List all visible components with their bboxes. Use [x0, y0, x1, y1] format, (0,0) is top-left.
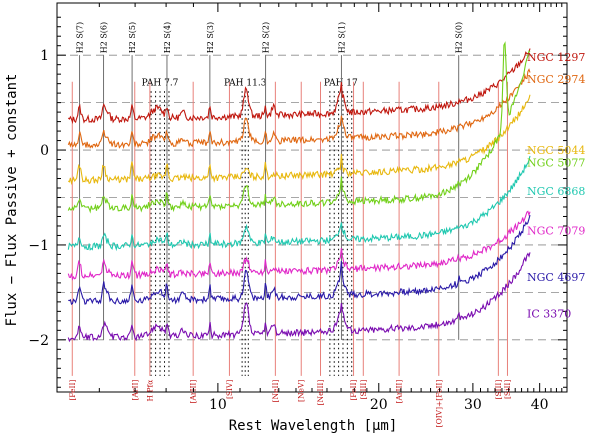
h2-line-label: H2 S(4) [163, 22, 172, 53]
x-tick-label: 30 [464, 397, 482, 413]
h2-line-label: H2 S(6) [100, 22, 109, 53]
y-axis-label: Flux − Flux Passive + constant [4, 74, 20, 327]
pah-band-label: PAH 7.7 [142, 79, 179, 89]
legend-label: NGC 7079 [527, 225, 585, 238]
x-tick-label: 20 [370, 397, 388, 413]
legend-label: NGC 2974 [527, 73, 585, 86]
y-tick-label: −1 [28, 238, 49, 254]
ion-line-label: [FeII] [68, 380, 77, 401]
legend-label: NGC 4697 [527, 271, 585, 284]
ion-line-label: [NeV] [297, 380, 306, 402]
spectrum-line [68, 252, 530, 341]
y-tick-label: 0 [40, 143, 49, 159]
legend-label: NGC 5044 [527, 144, 585, 157]
h2-line-label: H2 S(3) [206, 22, 215, 53]
x-tick-label: 10 [209, 397, 227, 413]
spectrum-line [68, 43, 530, 211]
spectrum-line [68, 95, 530, 184]
ion-line-label: [NeIII] [316, 380, 325, 406]
spectra-series [68, 43, 530, 341]
x-tick-label: 40 [531, 397, 549, 413]
spectrum-line [68, 70, 530, 148]
y-tick-label: −2 [28, 333, 49, 349]
ion-line-label: [ArIII] [395, 380, 404, 404]
legend-label: NGC 1297 [527, 51, 585, 64]
h2-line-label: H2 S(7) [76, 22, 85, 53]
legend-label: IC 3370 [527, 307, 571, 320]
ion-line-label: [OIV]+[FeII] [434, 380, 443, 428]
ion-line-label: [FeII] [349, 380, 358, 401]
spectrum-line [68, 49, 530, 123]
legend-label: NGC 6868 [527, 185, 585, 198]
h2-line-label: H2 S(2) [262, 22, 271, 53]
h2-line-label: H2 S(0) [455, 22, 464, 53]
ion-line-label: H Pfα [145, 380, 154, 402]
x-axis-label: Rest Wavelength [µm] [229, 418, 398, 434]
ion-line-label: [SiII] [503, 380, 512, 399]
h2-line-label: H2 S(1) [337, 22, 346, 53]
h2-line-label: H2 S(5) [128, 22, 137, 53]
y-tick-label: 1 [40, 48, 49, 64]
spectra-chart: [FeII][ArII]H Pfα[ArIII][SIV][NeII][NeV]… [0, 0, 600, 437]
legend-label: NGC 5077 [527, 156, 585, 169]
